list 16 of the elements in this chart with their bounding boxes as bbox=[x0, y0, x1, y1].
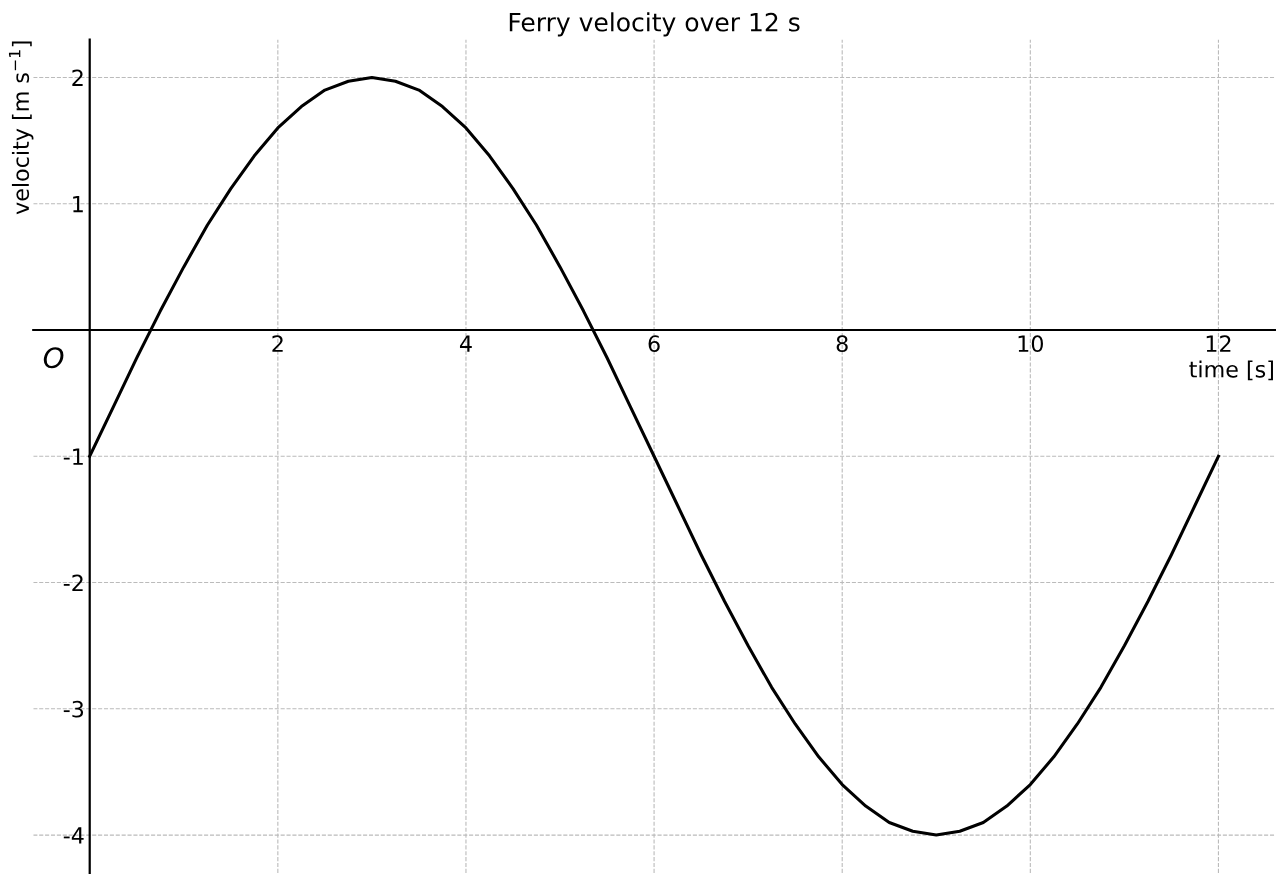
x-tick-label: 4 bbox=[459, 335, 472, 352]
x-tick-label: 2 bbox=[272, 335, 283, 352]
x-axis-title: time [s] bbox=[1189, 360, 1273, 381]
y-tick-label: 2 bbox=[72, 69, 83, 86]
y-tick-label: -1 bbox=[63, 448, 83, 465]
x-tick-label: 10 bbox=[1018, 335, 1043, 353]
annotation: O bbox=[43, 347, 64, 369]
x-tick-label: 8 bbox=[836, 335, 848, 353]
y-axis-title: velocity [m s$^{−1}$] bbox=[8, 41, 34, 215]
y-tick-label: -4 bbox=[63, 827, 84, 844]
y-tick-label: 1 bbox=[73, 195, 83, 213]
x-tick-label: 12 bbox=[1206, 335, 1231, 352]
y-tick-label: -2 bbox=[63, 574, 83, 591]
y-tick-label: -3 bbox=[63, 700, 84, 718]
x-tick-label: 6 bbox=[648, 335, 660, 353]
chart-title: Ferry velocity over 12 s bbox=[509, 12, 800, 37]
